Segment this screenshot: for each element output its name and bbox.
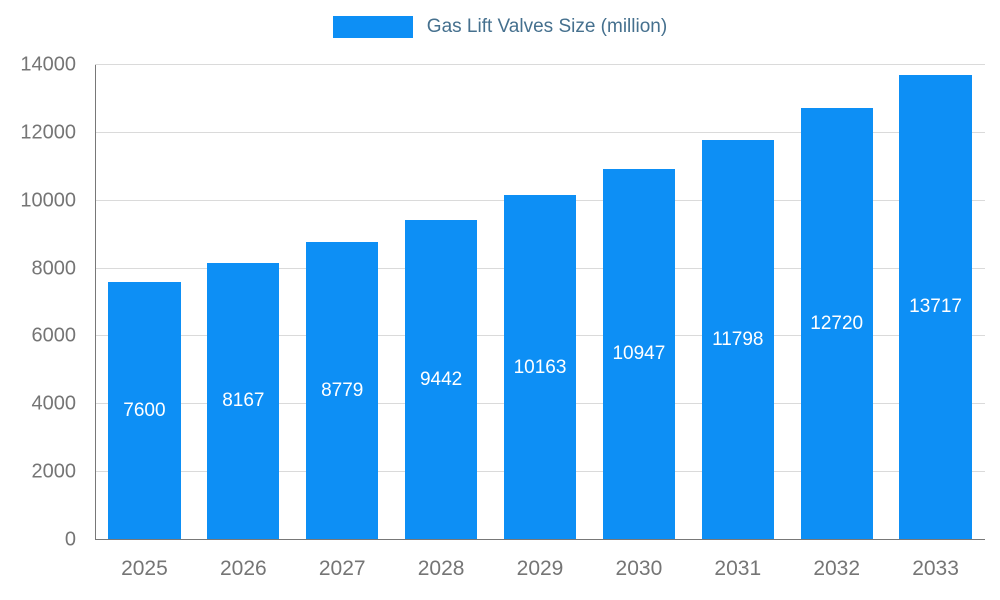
- gridline: [95, 64, 985, 65]
- x-tick-label: 2028: [417, 557, 465, 580]
- bar-2027: 8779: [306, 242, 379, 540]
- legend-swatch: [332, 16, 413, 38]
- y-axis: 0 2000 4000 6000 8000 10000 12000 14000: [0, 54, 88, 551]
- y-tick-label: 0: [64, 528, 76, 551]
- bar-value-label: 13717: [909, 296, 962, 318]
- bar-band-2031: 11798: [688, 65, 787, 540]
- bar-value-label: 10163: [513, 356, 567, 378]
- bar-value-label: 11798: [712, 328, 764, 350]
- x-tick-label: 2026: [219, 557, 267, 580]
- x-tick-label: 2033: [912, 557, 959, 580]
- plot-area: 7600 8167 8779 9442 10163 10947 11798 12720 1371…: [95, 64, 985, 540]
- legend: Gas Lift Valves Size (million): [0, 16, 1000, 38]
- bar-band-2029: 10163: [491, 65, 590, 540]
- legend-label: Gas Lift Valves Size (million): [426, 16, 668, 37]
- bar-2033: 13717: [899, 74, 972, 540]
- bar-2026: 8167: [207, 262, 280, 540]
- bar-value-label: 12720: [810, 313, 864, 335]
- bar-band-2028: 9442: [392, 65, 491, 540]
- bar-band-2027: 8779: [293, 65, 392, 540]
- y-tick-label: 4000: [31, 392, 77, 415]
- bar-band-2025: 7600: [95, 65, 194, 540]
- bar-band-2032: 12720: [787, 65, 886, 540]
- gridline: [95, 131, 985, 133]
- bar-value-label: 9442: [419, 368, 463, 390]
- bar-band-2030: 10947: [589, 65, 688, 540]
- bar-2030: 10947: [602, 168, 675, 540]
- x-axis-line: [95, 539, 985, 540]
- bar-value-label: 8779: [321, 380, 364, 402]
- y-tick-label: 8000: [31, 257, 77, 280]
- x-tick-label: 2025: [121, 557, 168, 580]
- x-tick-label: 2030: [615, 557, 663, 580]
- y-tick-label: 2000: [31, 460, 77, 483]
- x-tick-label: 2031: [714, 557, 762, 580]
- bars: 7600 8167 8779 9442 10163 10947 11798 12720 1371…: [95, 65, 985, 540]
- bar-2025: 7600: [108, 282, 181, 540]
- y-tick-label: 12000: [20, 121, 76, 144]
- bar-2028: 9442: [405, 219, 478, 540]
- x-tick-label: 2029: [516, 557, 564, 580]
- x-tick-label: 2027: [318, 557, 366, 580]
- y-axis-line: [95, 65, 96, 540]
- bar-band-2033: 13717: [886, 65, 985, 540]
- y-tick-label: 10000: [20, 189, 76, 212]
- x-tick-label: 2032: [813, 557, 861, 580]
- bar-value-label: 8167: [222, 390, 265, 412]
- bar-band-2026: 8167: [194, 65, 293, 540]
- bar-value-label: 10947: [612, 343, 666, 365]
- bar-2029: 10163: [503, 195, 577, 540]
- y-tick-label: 6000: [31, 324, 77, 347]
- bar-value-label: 7600: [123, 400, 166, 422]
- bar-2031: 11798: [701, 139, 774, 540]
- x-axis: 2025 2026 2027 2028 2029 2030 2031 2032 2033: [95, 552, 985, 586]
- bar-2032: 12720: [800, 108, 873, 540]
- y-tick-label: 14000: [20, 53, 76, 76]
